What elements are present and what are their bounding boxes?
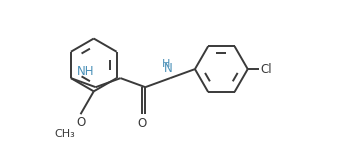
Text: O: O <box>76 116 85 129</box>
Text: N: N <box>164 62 173 75</box>
Text: CH₃: CH₃ <box>54 129 75 139</box>
Text: NH: NH <box>77 65 95 78</box>
Text: O: O <box>137 117 147 130</box>
Text: H: H <box>162 59 170 69</box>
Text: Cl: Cl <box>260 63 272 76</box>
